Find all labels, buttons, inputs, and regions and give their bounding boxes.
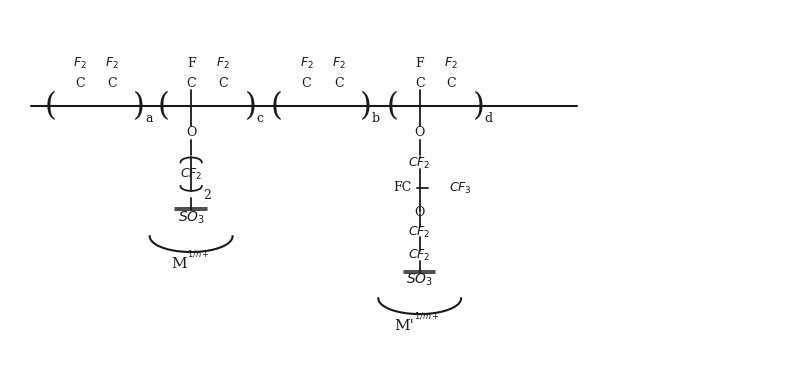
Text: $CF_2$: $CF_2$ bbox=[409, 248, 431, 263]
Text: F: F bbox=[415, 57, 424, 70]
Text: C: C bbox=[302, 77, 311, 90]
Text: $F_2$: $F_2$ bbox=[106, 56, 119, 71]
Text: $F_2$: $F_2$ bbox=[332, 56, 346, 71]
Text: 2: 2 bbox=[203, 189, 211, 203]
Text: (: ( bbox=[386, 91, 398, 122]
Text: ): ) bbox=[244, 91, 256, 122]
Text: $F_2$: $F_2$ bbox=[216, 56, 230, 71]
Text: $CF_2$: $CF_2$ bbox=[409, 156, 431, 171]
Text: a: a bbox=[145, 112, 153, 125]
Text: ): ) bbox=[473, 91, 485, 122]
Text: b: b bbox=[371, 112, 379, 125]
Text: ): ) bbox=[359, 91, 371, 122]
Text: $CF_2$: $CF_2$ bbox=[409, 225, 431, 240]
Text: F: F bbox=[187, 57, 195, 70]
Text: $F_2$: $F_2$ bbox=[299, 56, 314, 71]
Text: C: C bbox=[218, 77, 227, 90]
Text: M: M bbox=[171, 257, 187, 271]
Text: C: C bbox=[415, 77, 425, 90]
Text: (: ( bbox=[271, 91, 282, 122]
Text: $SO_3$: $SO_3$ bbox=[178, 209, 205, 226]
Text: $SO_3$: $SO_3$ bbox=[406, 272, 434, 288]
Text: $CF_2$: $CF_2$ bbox=[180, 167, 202, 182]
Text: c: c bbox=[257, 112, 264, 125]
Text: $F_2$: $F_2$ bbox=[444, 56, 458, 71]
Text: C: C bbox=[334, 77, 344, 90]
Text: (: ( bbox=[44, 91, 56, 122]
Text: C: C bbox=[75, 77, 85, 90]
Text: C: C bbox=[446, 77, 456, 90]
Text: FC: FC bbox=[394, 182, 412, 194]
Text: O: O bbox=[186, 126, 196, 139]
Text: d: d bbox=[485, 112, 493, 125]
Text: $F_2$: $F_2$ bbox=[73, 56, 86, 71]
Text: $^{1/n+}$: $^{1/n+}$ bbox=[187, 250, 210, 263]
Text: M': M' bbox=[394, 319, 414, 333]
Text: (: ( bbox=[158, 91, 170, 122]
Text: $^{1/m+}$: $^{1/m+}$ bbox=[414, 313, 439, 326]
Text: O: O bbox=[414, 126, 425, 139]
Text: C: C bbox=[107, 77, 117, 90]
Text: $CF_3$: $CF_3$ bbox=[450, 181, 472, 195]
Text: O: O bbox=[414, 206, 425, 219]
Text: C: C bbox=[186, 77, 196, 90]
Text: ): ) bbox=[133, 91, 145, 122]
